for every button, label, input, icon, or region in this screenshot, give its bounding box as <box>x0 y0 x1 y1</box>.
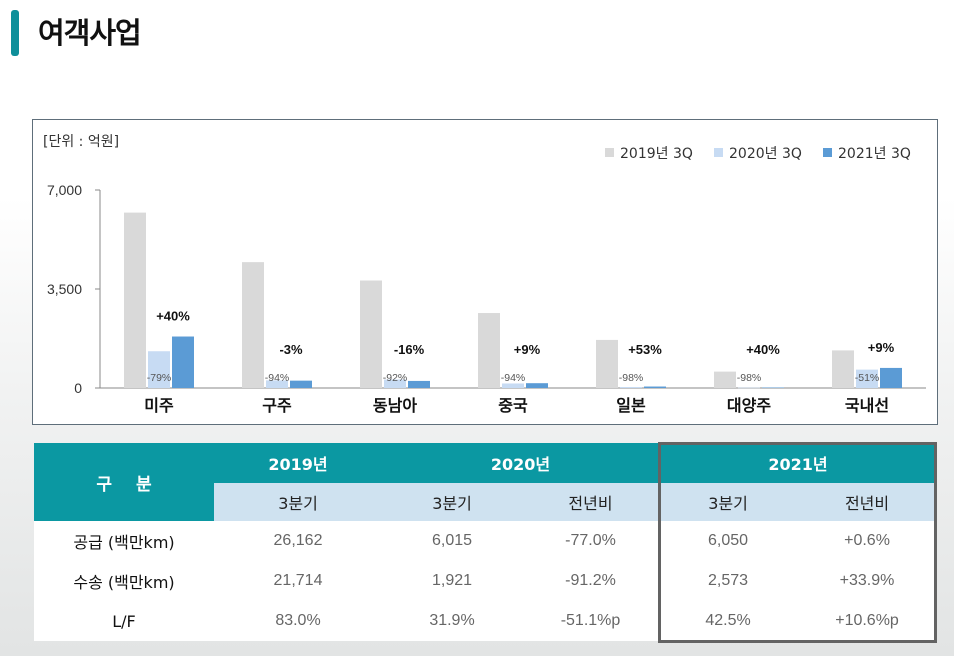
table-row: 공급 (백만km) 26,162 6,015 -77.0% 6,050 +0.6… <box>34 521 938 561</box>
table-cell: +10.6%p <box>797 601 938 641</box>
table-subheader: 3분기 <box>659 483 798 521</box>
bar-2021년-3Q <box>290 380 312 388</box>
table-cell: -91.2% <box>522 561 660 601</box>
table-cell: 42.5% <box>659 601 798 641</box>
data-label-2020: -92% <box>383 372 408 384</box>
table-header-years: 구 분 2019년 2020년 2021년 <box>34 443 938 521</box>
passenger-table: 구 분 2019년 2020년 2021년 3분기 3분기 전년비 3분기 전년… <box>34 443 938 641</box>
bar-2021년-3Q <box>172 336 194 388</box>
table-subheader: 전년비 <box>522 483 660 521</box>
y-tick-label: 3,500 <box>47 281 82 297</box>
table-cell: +33.9% <box>797 561 938 601</box>
bar-2019년-3Q <box>478 313 500 388</box>
legend-label: 2021년 3Q <box>838 146 911 162</box>
chart-panel: [단위 : 억원] 0 3,500 7,000 2019년 3Q 2020년 3Q 2021… <box>32 119 938 425</box>
legend-swatch <box>605 148 614 157</box>
data-label-2021: +40% <box>746 342 780 357</box>
data-label-2020: -79% <box>147 372 172 384</box>
table-subheader: 3분기 <box>214 483 382 521</box>
data-label-2021: +40% <box>156 309 190 324</box>
table-cell: 26,162 <box>214 521 382 561</box>
data-label-2021: +53% <box>628 342 662 357</box>
x-tick-label: 구주 <box>262 396 292 415</box>
table-cell: 21,714 <box>214 561 382 601</box>
bar-2021년-3Q <box>408 380 430 388</box>
bar-2021년-3Q <box>880 367 902 388</box>
table-header-sub: 3분기 3분기 전년비 3분기 전년비 <box>34 483 938 521</box>
data-label-2020: -98% <box>737 372 762 384</box>
bar-2020년-3Q <box>148 351 170 388</box>
table-subheader: 3분기 <box>382 483 522 521</box>
row-label: 공급 (백만km) <box>34 521 214 561</box>
bar-2020년-3Q <box>856 369 878 388</box>
data-label-2020: -98% <box>619 372 644 384</box>
table-cell: 6,050 <box>659 521 798 561</box>
data-label-2021: -16% <box>394 342 425 357</box>
table-cell: +0.6% <box>797 521 938 561</box>
table-header-year-2019: 2019년 <box>214 443 382 483</box>
unit-label: [단위 : 억원] <box>43 134 119 150</box>
table-header-gubun: 구 분 <box>34 443 214 521</box>
bar-2019년-3Q <box>596 339 618 388</box>
bar-2020년-3Q <box>620 387 642 388</box>
table-subheader: 전년비 <box>797 483 938 521</box>
page-title: 여객사업 <box>38 16 142 50</box>
table-cell: -51.1%p <box>522 601 660 641</box>
bar-2020년-3Q <box>384 379 406 388</box>
table-cell: -77.0% <box>522 521 660 561</box>
bar-2019년-3Q <box>124 212 146 388</box>
title-accent-bar <box>11 10 19 56</box>
bar-chart: [단위 : 억원] 0 3,500 7,000 2019년 3Q 2020년 3Q 2021… <box>43 134 926 415</box>
bar-2021년-3Q <box>644 386 666 388</box>
bar-2020년-3Q <box>502 383 524 388</box>
bar-2019년-3Q <box>360 280 382 388</box>
bar-2019년-3Q <box>714 371 736 388</box>
bar-2020년-3Q <box>738 387 760 389</box>
x-tick-label: 동남아 <box>373 396 417 415</box>
data-label-2021: +9% <box>868 340 895 355</box>
row-label: L/F <box>34 601 214 641</box>
x-tick-label: 중국 <box>498 396 528 415</box>
x-tick-label: 국내선 <box>845 396 889 415</box>
data-label-2020: -94% <box>501 372 526 384</box>
bar-2019년-3Q <box>832 350 854 388</box>
row-label: 수송 (백만km) <box>34 561 214 601</box>
table-cell: 83.0% <box>214 601 382 641</box>
legend-swatch <box>823 148 832 157</box>
legend-swatch <box>714 148 723 157</box>
table-row: 수송 (백만km) 21,714 1,921 -91.2% 2,573 +33.… <box>34 561 938 601</box>
table-cell: 2,573 <box>659 561 798 601</box>
bar-2020년-3Q <box>266 380 288 388</box>
x-tick-label: 대양주 <box>727 396 771 415</box>
data-label-2020: -51% <box>855 372 880 384</box>
data-label-2021: +9% <box>514 342 541 357</box>
legend-label: 2019년 3Q <box>620 146 693 162</box>
y-tick-label: 0 <box>74 380 82 396</box>
table-cell: 31.9% <box>382 601 522 641</box>
bar-2021년-3Q <box>762 387 784 389</box>
table-cell: 6,015 <box>382 521 522 561</box>
x-tick-label: 일본 <box>616 396 646 415</box>
table-header-year-2021: 2021년 <box>659 443 938 483</box>
legend-label: 2020년 3Q <box>729 146 802 162</box>
x-tick-label: 미주 <box>144 396 174 415</box>
table-row: L/F 83.0% 31.9% -51.1%p 42.5% +10.6%p <box>34 601 938 641</box>
bar-2021년-3Q <box>526 383 548 388</box>
table-cell: 1,921 <box>382 561 522 601</box>
data-label-2021: -3% <box>279 342 303 357</box>
y-tick-label: 7,000 <box>47 182 82 198</box>
bar-2019년-3Q <box>242 262 264 388</box>
table-header-year-2020: 2020년 <box>382 443 660 483</box>
data-label-2020: -94% <box>265 372 290 384</box>
